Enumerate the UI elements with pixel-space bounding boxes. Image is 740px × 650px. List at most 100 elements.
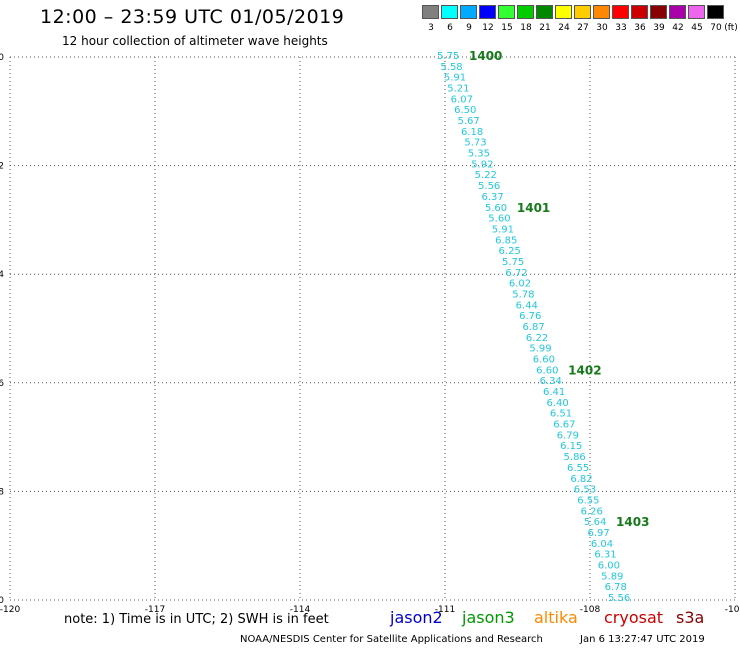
satellite-track: 5.755.585.915.216.076.505.676.185.735.35… bbox=[437, 51, 630, 604]
legend-swatch bbox=[631, 5, 648, 19]
satellite-label: altika bbox=[534, 608, 578, 627]
satellite-label: jason2 bbox=[390, 608, 443, 627]
legend-swatch bbox=[669, 5, 686, 19]
satellite-label: jason3 bbox=[462, 608, 515, 627]
hour-label: 1403 bbox=[616, 515, 649, 529]
page-title: 12:00 – 23:59 UTC 01/05/2019 bbox=[40, 6, 345, 28]
y-tick-label: -4 bbox=[0, 270, 4, 280]
legend-swatch bbox=[536, 5, 553, 19]
wave-height-observation: 6.55 bbox=[567, 463, 589, 474]
wave-height-observation: 5.60 bbox=[485, 203, 507, 214]
wave-height-observation: 6.25 bbox=[499, 246, 521, 257]
legend-label: 21 bbox=[539, 23, 551, 33]
footer-note: note: 1) Time is in UTC; 2) SWH is in fe… bbox=[64, 612, 329, 627]
wave-height-observation: 5.56 bbox=[478, 181, 500, 192]
wave-height-observation: 6.44 bbox=[516, 300, 538, 311]
wave-height-observation: 6.41 bbox=[543, 387, 565, 398]
wave-height-observation: 5.99 bbox=[529, 344, 551, 355]
wave-height-observation: 6.34 bbox=[540, 376, 562, 387]
legend-label: 9 bbox=[466, 23, 472, 33]
legend-label: 27 bbox=[577, 23, 589, 33]
wave-height-observation: 5.56 bbox=[608, 593, 630, 604]
wave-height-observation: 6.55 bbox=[577, 495, 599, 506]
legend-swatch bbox=[612, 5, 629, 19]
legend-swatch bbox=[422, 5, 439, 19]
wave-height-observation: 5.60 bbox=[488, 214, 510, 225]
wave-height-observation: 5.75 bbox=[437, 51, 459, 62]
y-tick-label: -6 bbox=[0, 379, 4, 389]
wave-height-observation: 6.60 bbox=[536, 365, 558, 376]
wave-height-observation: 6.82 bbox=[570, 474, 592, 485]
wave-height-observation: 6.22 bbox=[526, 333, 548, 344]
credit-line: NOAA/NESDIS Center for Satellite Applica… bbox=[240, 634, 543, 645]
wave-height-observation: 6.40 bbox=[546, 398, 568, 409]
wave-height-observation: 6.72 bbox=[505, 268, 527, 279]
x-tick-label: -111 bbox=[435, 605, 455, 615]
x-tick-label: -117 bbox=[145, 605, 165, 615]
wave-height-observation: 5.75 bbox=[502, 257, 524, 268]
timestamp: Jan 6 13:27:47 UTC 2019 bbox=[580, 634, 705, 645]
wave-height-observation: 6.02 bbox=[509, 279, 531, 290]
legend-swatch bbox=[498, 5, 515, 19]
wave-height-observation: 6.85 bbox=[495, 235, 517, 246]
hour-label: 1400 bbox=[469, 49, 502, 63]
wave-height-observation: 6.78 bbox=[605, 582, 627, 593]
page-subtitle: 12 hour collection of altimeter wave hei… bbox=[62, 34, 328, 48]
wave-height-observation: 6.31 bbox=[594, 550, 616, 561]
wave-height-observation: 5.21 bbox=[447, 84, 469, 95]
legend-swatch bbox=[650, 5, 667, 19]
legend-swatch bbox=[479, 5, 496, 19]
y-tick-label: 0 bbox=[0, 53, 4, 63]
wave-height-observation: 6.18 bbox=[461, 127, 483, 138]
wave-height-observation: 6.97 bbox=[587, 528, 609, 539]
latitude-ticks: 0 -2 -4 -6 -8 -10 bbox=[0, 53, 4, 606]
legend-label: 18 bbox=[520, 23, 532, 33]
legend-swatch bbox=[593, 5, 610, 19]
satellite-label: s3a bbox=[676, 608, 705, 627]
legend-label: 6 bbox=[447, 23, 453, 33]
x-tick-label: -114 bbox=[290, 605, 311, 615]
legend-swatch bbox=[517, 5, 534, 19]
wave-height-observation: 5.86 bbox=[564, 452, 586, 463]
y-tick-label: -8 bbox=[0, 487, 4, 497]
satellite-label: cryosat bbox=[604, 608, 664, 627]
legend-label: 45 bbox=[691, 23, 703, 33]
wave-height-observation: 6.60 bbox=[533, 355, 555, 366]
legend-label: 12 bbox=[482, 23, 494, 33]
legend-label: 70 bbox=[710, 23, 722, 33]
wave-height-observation: 5.89 bbox=[601, 571, 623, 582]
hour-label: 1401 bbox=[517, 201, 550, 215]
legend-unit: (ft) bbox=[724, 23, 738, 33]
legend-label: 42 bbox=[672, 23, 684, 33]
legend-label: 36 bbox=[634, 23, 646, 33]
wave-height-observation: 6.51 bbox=[550, 409, 572, 420]
x-tick-label: -108 bbox=[580, 605, 601, 615]
wave-height-observation: 5.64 bbox=[584, 517, 606, 528]
wave-height-observation: 6.53 bbox=[574, 485, 596, 496]
legend-label: 39 bbox=[653, 23, 665, 33]
wave-height-observation: 6.87 bbox=[523, 322, 545, 333]
wave-height-observation: 5.91 bbox=[444, 73, 466, 84]
wave-height-observation: 5.35 bbox=[468, 149, 490, 160]
wave-height-observation: 6.37 bbox=[481, 192, 503, 203]
wave-height-observation: 5.58 bbox=[440, 62, 462, 73]
wave-height-observation: 6.04 bbox=[591, 539, 613, 550]
legend-label: 24 bbox=[558, 23, 570, 33]
legend-swatch bbox=[574, 5, 591, 19]
legend-label: 3 bbox=[428, 23, 434, 33]
wave-height-observation: 6.00 bbox=[598, 560, 620, 571]
wave-height-observation: 5.78 bbox=[512, 289, 534, 300]
legend-label: 15 bbox=[501, 23, 513, 33]
wave-height-observation: 6.76 bbox=[519, 311, 541, 322]
wave-height-observation: 5.22 bbox=[475, 170, 497, 181]
y-tick-label: -10 bbox=[0, 596, 4, 606]
wave-height-observation: 5.73 bbox=[464, 138, 486, 149]
x-tick-label: -105 bbox=[725, 605, 740, 615]
legend-label: 33 bbox=[615, 23, 627, 33]
wave-height-observation: 6.79 bbox=[557, 430, 579, 441]
legend-label: 30 bbox=[596, 23, 608, 33]
legend-swatch bbox=[441, 5, 458, 19]
legend-swatch bbox=[460, 5, 477, 19]
wave-height-observation: 5.91 bbox=[492, 224, 514, 235]
